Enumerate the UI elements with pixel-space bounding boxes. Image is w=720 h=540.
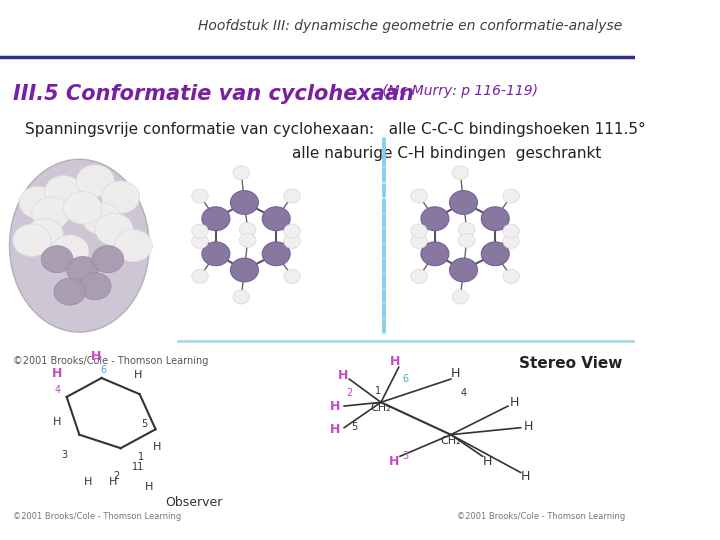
Circle shape xyxy=(54,278,86,305)
Circle shape xyxy=(102,181,140,213)
Text: CH₂: CH₂ xyxy=(371,403,391,413)
Circle shape xyxy=(459,222,475,237)
Text: H: H xyxy=(523,420,533,433)
Circle shape xyxy=(230,258,258,282)
Circle shape xyxy=(192,189,208,203)
Text: H: H xyxy=(91,350,102,363)
Text: H: H xyxy=(53,417,61,427)
Circle shape xyxy=(32,197,70,230)
Text: H: H xyxy=(483,455,492,468)
Circle shape xyxy=(45,176,83,208)
Circle shape xyxy=(79,273,111,300)
Text: 5: 5 xyxy=(351,422,357,431)
Circle shape xyxy=(192,234,208,248)
Text: 2: 2 xyxy=(346,388,352,398)
Text: 6: 6 xyxy=(402,374,408,384)
Circle shape xyxy=(41,246,73,273)
Circle shape xyxy=(452,166,469,180)
Circle shape xyxy=(449,258,477,282)
Circle shape xyxy=(239,233,256,247)
Circle shape xyxy=(19,186,57,219)
Text: 11: 11 xyxy=(132,462,145,472)
Circle shape xyxy=(411,269,427,284)
Text: 4: 4 xyxy=(460,388,467,398)
Text: H: H xyxy=(145,482,153,492)
Text: H: H xyxy=(109,477,117,487)
Text: H: H xyxy=(330,423,341,436)
Text: Stereo View: Stereo View xyxy=(519,356,622,372)
Text: H: H xyxy=(84,477,92,487)
Text: H: H xyxy=(521,470,531,483)
Circle shape xyxy=(25,219,63,251)
Text: Spanningsvrije conformatie van cyclohexaan:   alle C-C-C bindingshoeken 111.5°: Spanningsvrije conformatie van cyclohexa… xyxy=(25,122,646,137)
Circle shape xyxy=(411,189,427,203)
Circle shape xyxy=(262,242,290,266)
Circle shape xyxy=(239,222,256,237)
Circle shape xyxy=(192,224,208,238)
Circle shape xyxy=(233,166,250,180)
Circle shape xyxy=(63,192,102,224)
Text: H: H xyxy=(510,396,519,409)
Text: H: H xyxy=(390,355,400,368)
Text: (Mc Murry: p 116-119): (Mc Murry: p 116-119) xyxy=(378,84,538,98)
Circle shape xyxy=(284,189,300,203)
Circle shape xyxy=(421,242,449,266)
Circle shape xyxy=(230,191,258,214)
Text: 6: 6 xyxy=(100,365,107,375)
Text: ©2001 Brooks/Cole - Thomson Learning: ©2001 Brooks/Cole - Thomson Learning xyxy=(457,512,626,521)
Text: 4: 4 xyxy=(54,385,60,395)
Text: 2: 2 xyxy=(113,471,120,481)
Text: H: H xyxy=(451,367,461,380)
Circle shape xyxy=(114,230,153,262)
Circle shape xyxy=(67,256,99,284)
Circle shape xyxy=(481,207,509,231)
Circle shape xyxy=(411,224,427,238)
Circle shape xyxy=(83,202,121,235)
Ellipse shape xyxy=(9,159,149,332)
Text: 1: 1 xyxy=(374,387,381,396)
Text: CH₂: CH₂ xyxy=(441,436,461,446)
Text: alle naburige C-H bindingen  geschrankt: alle naburige C-H bindingen geschrankt xyxy=(292,146,601,161)
Circle shape xyxy=(503,269,519,284)
Text: III.5 Conformatie van cyclohexaan: III.5 Conformatie van cyclohexaan xyxy=(13,84,414,104)
Circle shape xyxy=(202,207,230,231)
Circle shape xyxy=(95,213,133,246)
Circle shape xyxy=(192,269,208,284)
Text: 5: 5 xyxy=(142,419,148,429)
Circle shape xyxy=(13,224,51,256)
Text: 1: 1 xyxy=(138,453,144,462)
Circle shape xyxy=(51,235,89,267)
Circle shape xyxy=(284,234,300,248)
Text: 3: 3 xyxy=(62,450,68,460)
Circle shape xyxy=(76,165,114,197)
Circle shape xyxy=(284,224,300,238)
Circle shape xyxy=(449,191,477,214)
Circle shape xyxy=(481,242,509,266)
Circle shape xyxy=(503,234,519,248)
Text: H: H xyxy=(153,442,162,451)
Circle shape xyxy=(233,290,250,304)
Circle shape xyxy=(503,189,519,203)
Text: ©2001 Brooks/Cole - Thomson Learning: ©2001 Brooks/Cole - Thomson Learning xyxy=(13,356,208,367)
Circle shape xyxy=(459,233,475,247)
Circle shape xyxy=(452,290,469,304)
Circle shape xyxy=(421,207,449,231)
Circle shape xyxy=(503,224,519,238)
Text: Observer: Observer xyxy=(165,496,222,509)
Text: H: H xyxy=(338,369,348,382)
Text: H: H xyxy=(52,367,63,380)
Text: Hoofdstuk III: dynamische geometrie en conformatie-analyse: Hoofdstuk III: dynamische geometrie en c… xyxy=(198,19,622,33)
Text: H: H xyxy=(389,455,399,468)
Text: 3: 3 xyxy=(402,451,408,461)
Text: ©2001 Brooks/Cole - Thomson Learning: ©2001 Brooks/Cole - Thomson Learning xyxy=(13,512,181,521)
Circle shape xyxy=(202,242,230,266)
Circle shape xyxy=(92,246,124,273)
Text: H: H xyxy=(134,370,143,380)
Circle shape xyxy=(411,234,427,248)
Circle shape xyxy=(262,207,290,231)
Text: H: H xyxy=(330,400,341,413)
Circle shape xyxy=(284,269,300,284)
